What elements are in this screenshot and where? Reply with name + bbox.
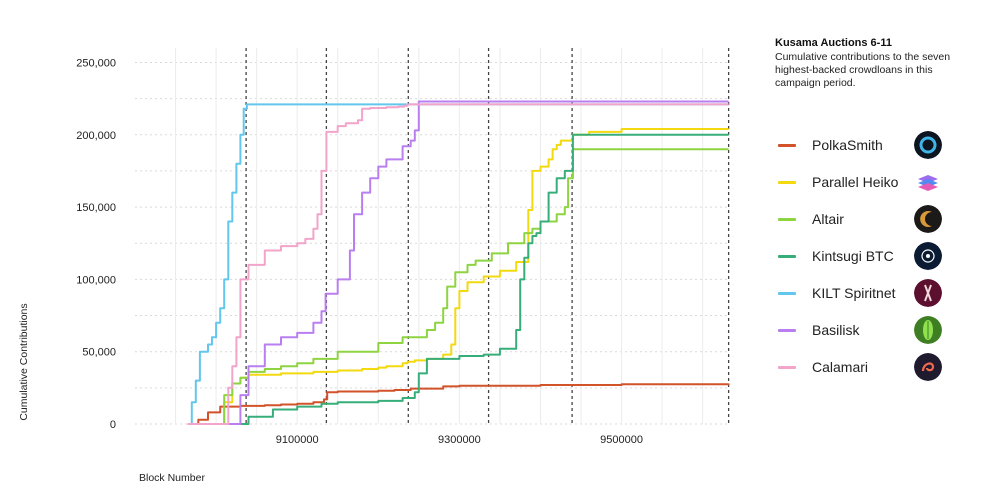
polkasmith-icon — [914, 131, 942, 159]
basilisk-icon — [914, 316, 942, 344]
y-tick-label: 250,000 — [76, 57, 116, 69]
altair-icon — [914, 205, 942, 233]
legend-item-calamari: Calamari — [778, 352, 948, 382]
series-lines — [187, 100, 730, 425]
legend-label: Kintsugi BTC — [812, 248, 894, 264]
legend-item-basilisk: Basilisk — [778, 315, 948, 345]
kilt-icon — [914, 279, 942, 307]
legend-swatch — [778, 218, 796, 221]
y-tick-label: 200,000 — [76, 130, 116, 142]
legend-item-parallel-heiko: Parallel Heiko — [778, 167, 948, 197]
y-axis-title: Cumulative Contributions — [18, 303, 30, 420]
legend-swatch — [778, 329, 796, 332]
legend-label: Altair — [812, 211, 844, 227]
x-tick-label: 9500000 — [600, 434, 643, 446]
legend-label: Basilisk — [812, 322, 860, 338]
legend-label: Parallel Heiko — [812, 174, 899, 190]
parallel-heiko-icon — [914, 168, 942, 196]
axis-ticks: 0 50,000 100,000 150,000 200,000 250,000 91000… — [76, 57, 643, 446]
legend-item-kintsugi: Kintsugi BTC — [778, 241, 948, 271]
series-line-kilt-spiritnet — [187, 103, 729, 425]
y-tick-label: 50,000 — [82, 347, 116, 359]
legend-swatch — [778, 292, 796, 295]
legend-swatch — [778, 144, 796, 147]
chart-area: 0 50,000 100,000 150,000 200,000 250,000 91000… — [18, 48, 730, 484]
legend-label: Calamari — [812, 359, 869, 375]
x-axis-title: Block Number — [139, 472, 205, 484]
y-tick-label: 0 — [110, 419, 116, 431]
series-line-parallel-heiko — [187, 128, 729, 425]
calamari-icon — [914, 353, 942, 381]
legend-swatch — [778, 181, 796, 184]
legend-item-altair: Altair — [778, 204, 948, 234]
y-tick-label: 100,000 — [76, 274, 116, 286]
legend-item-kilt: KILT Spiritnet — [778, 278, 948, 308]
legend-swatch — [778, 366, 796, 369]
x-tick-label: 9100000 — [276, 434, 319, 446]
chart-title: Kusama Auctions 6-11 — [775, 37, 892, 49]
legend-label: KILT Spiritnet — [812, 285, 896, 301]
kintsugi-icon — [914, 242, 942, 270]
series-line-basilisk — [187, 100, 729, 425]
grid-lines — [135, 48, 727, 425]
legend-label: PolkaSmith — [812, 137, 883, 153]
chart-subtitle: Cumulative contributions to the seven hi… — [775, 51, 951, 89]
series-line-kintsugi-btc — [187, 133, 729, 425]
series-line-calamari — [187, 103, 729, 425]
y-tick-label: 150,000 — [76, 202, 116, 214]
series-line-altair — [187, 148, 729, 425]
legend-item-polkasmith: PolkaSmith — [778, 130, 948, 160]
x-tick-label: 9300000 — [438, 434, 481, 446]
series-line-polkasmith — [187, 383, 730, 425]
legend-swatch — [778, 255, 796, 258]
